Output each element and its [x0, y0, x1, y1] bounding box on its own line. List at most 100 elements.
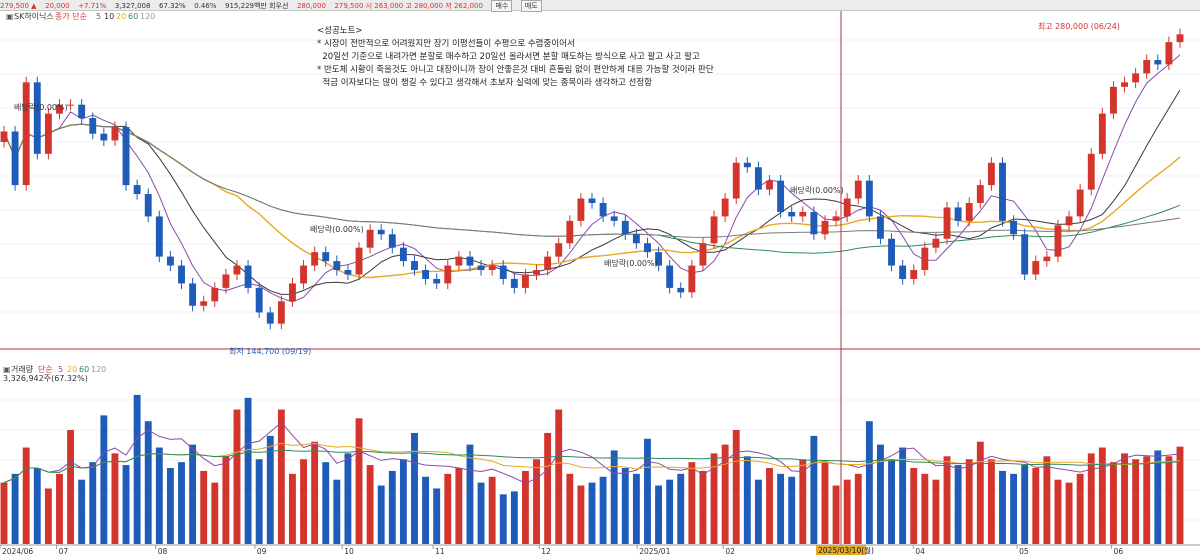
volume-bar [1054, 479, 1062, 544]
candle [1076, 189, 1084, 217]
volume-bar [1065, 482, 1073, 544]
buy-button[interactable]: 매수 [491, 0, 513, 12]
note-line-4: 적금 이자보다는 많이 챙길 수 있다고 생각해서 초보자 실력에 맞는 종목이… [317, 77, 652, 88]
ma120-label: 120 [140, 12, 155, 21]
candle [1010, 220, 1018, 235]
candle [1176, 34, 1184, 43]
volume-bar [954, 465, 962, 544]
vol-ma60-label: 60 [79, 365, 89, 374]
candle [266, 312, 274, 324]
candle [355, 247, 363, 275]
candle [311, 252, 319, 266]
x-tick-label: 10 [344, 547, 354, 556]
volume-bar [521, 470, 529, 544]
candle [111, 127, 119, 141]
volume-bar [588, 482, 596, 544]
volume-ma-lines [3, 421, 1181, 484]
ma20-label: 20 [116, 12, 126, 21]
candle [677, 287, 685, 293]
volume-bar [632, 473, 640, 544]
sell-button[interactable]: 매도 [520, 0, 542, 12]
volume-bar [300, 459, 307, 544]
volume-bar [721, 444, 729, 544]
volume-bar [211, 482, 219, 544]
ma-line-120 [3, 123, 1181, 238]
low-annotation: 최저 144,700 (09/19) [229, 346, 311, 356]
candle [621, 220, 629, 235]
volume-bar [1021, 465, 1029, 544]
volume-bar [11, 473, 19, 544]
volume-bar [1154, 450, 1162, 544]
vol-ma120-label: 120 [91, 365, 106, 374]
candle [976, 185, 984, 203]
candle [366, 229, 374, 248]
candle [655, 252, 663, 266]
candle [843, 198, 851, 217]
ma-line-10 [3, 89, 1181, 295]
x-tick-label: 11 [435, 547, 445, 556]
volume-bar [699, 470, 707, 544]
candle [499, 265, 507, 279]
candle [999, 162, 1006, 221]
volume-bar [178, 462, 185, 544]
volume-bar [189, 444, 197, 544]
candle [244, 265, 252, 288]
volume-bar [56, 473, 63, 544]
candle [433, 278, 441, 284]
volume-bar [865, 421, 873, 544]
volume-panel-marker: ▣ [3, 365, 11, 374]
volume-ma-line-60 [3, 449, 1181, 484]
volume-bar [910, 468, 918, 544]
candle [1121, 82, 1128, 87]
volume-bar [466, 444, 474, 544]
high-annotation: 최고 280,000 (06/24) [1038, 21, 1120, 31]
price-change-pct: +7.71% [78, 2, 107, 10]
candle [399, 247, 407, 262]
volume-bar [222, 456, 230, 544]
volume-bar [976, 441, 984, 544]
candle [810, 211, 818, 235]
candle [732, 162, 740, 199]
volume-bar [743, 456, 751, 544]
candle [666, 265, 674, 288]
volume-bar [599, 476, 607, 544]
volume-bar [710, 453, 718, 544]
volume-value: 3,326,942주(67.32%) [3, 374, 88, 383]
x-tick-label: 04 [915, 547, 925, 556]
volume-bar [244, 397, 252, 544]
volume-bar [289, 473, 296, 544]
candle [122, 127, 130, 186]
candle [932, 238, 940, 248]
volume-bar [33, 468, 41, 544]
volume-bar [899, 447, 907, 544]
candle [222, 274, 230, 288]
x-tick-label: 05 [1019, 547, 1029, 556]
candle [455, 256, 463, 266]
volume-bar [610, 450, 618, 544]
candle [344, 270, 352, 275]
candle [777, 180, 785, 212]
candle [766, 180, 773, 190]
candle [488, 265, 496, 271]
x-tick-label: 08 [158, 547, 168, 556]
volume-bar [1176, 446, 1184, 544]
volume-bar [810, 435, 818, 544]
candle [965, 202, 973, 221]
volume-ratio: 67.32% [159, 2, 186, 10]
note-line-1: * 시장이 전반적으로 어려웠지만 장기 이평선들이 수평으로 수렴중이어서 [317, 38, 575, 49]
candle [1054, 225, 1062, 257]
volume-bar [44, 488, 52, 544]
candle [178, 265, 185, 284]
volume-bar [888, 459, 895, 544]
crosshair-date-box [816, 545, 866, 555]
candle [954, 207, 962, 221]
volume-bar [1087, 453, 1095, 544]
volume-bar [377, 485, 385, 544]
candle [710, 216, 718, 244]
volume-bar [987, 459, 995, 544]
candle [1043, 256, 1051, 262]
candle [1021, 234, 1029, 275]
candle [588, 198, 596, 203]
volume-bar [854, 473, 862, 544]
